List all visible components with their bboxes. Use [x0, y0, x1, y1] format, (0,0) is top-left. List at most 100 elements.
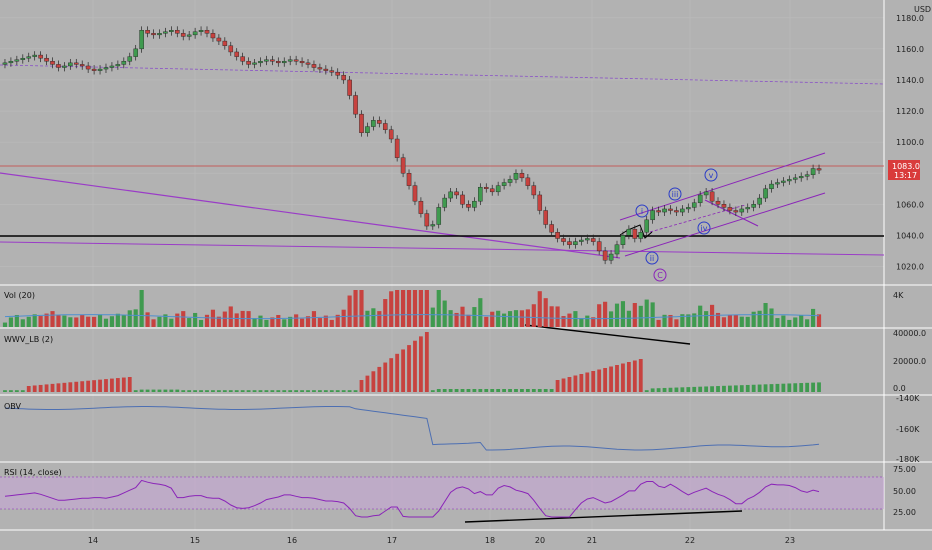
volume-bar: [68, 317, 73, 327]
wwv-bar: [692, 386, 697, 392]
volume-bar: [614, 303, 620, 327]
wwv-bar: [484, 389, 489, 392]
price-axis[interactable]: 1180.0 1160.0 1140.0 1120.0 1100.0 1060.0 1040…: [893, 14, 926, 517]
price-tick-label: 1020.0: [896, 262, 924, 271]
candle: [388, 125, 394, 143]
candle: [697, 191, 703, 207]
wwv-bar: [466, 389, 471, 392]
candle: [341, 71, 346, 84]
volume-bar: [727, 314, 732, 327]
wwv-bar: [811, 382, 815, 392]
candle: [727, 203, 733, 215]
volume-bar: [145, 312, 150, 327]
candle: [234, 48, 239, 61]
price-tick-label: 1180.0: [896, 14, 924, 23]
wwv-bar: [62, 382, 67, 392]
wave-label-C: C: [657, 271, 663, 280]
volume-bar: [656, 319, 661, 327]
candle: [79, 60, 85, 70]
candle: [109, 62, 115, 72]
candle: [62, 62, 67, 72]
volume-bar: [44, 313, 49, 327]
volume-bar: [228, 306, 233, 327]
volume-bar: [549, 306, 554, 327]
wwv-bar: [9, 390, 13, 392]
wwv-bar: [3, 390, 7, 392]
wwv-bar: [139, 389, 144, 392]
wave-label-v: v: [709, 171, 714, 180]
grid: [0, 0, 884, 530]
candle: [204, 26, 210, 38]
candle: [276, 57, 281, 67]
volume-bar: [234, 313, 239, 327]
wwv-bar: [86, 380, 91, 392]
wwv-bar: [145, 389, 150, 392]
wwv-bar: [502, 389, 507, 392]
volume-bar: [14, 314, 19, 327]
candle: [691, 198, 697, 212]
volume-bar: [537, 291, 542, 327]
rsi-band: [0, 477, 884, 509]
rsi-tick-label: 50.00: [893, 487, 916, 496]
wwv-bar: [769, 384, 774, 392]
wave-label-i: i: [641, 207, 643, 216]
candle: [721, 200, 727, 212]
wwv-bar: [20, 390, 25, 392]
time-tick-label: 21: [587, 536, 597, 545]
candle: [8, 57, 14, 67]
wwv-bar: [335, 390, 340, 392]
volume-bar: [787, 319, 792, 327]
volume-bar: [733, 314, 738, 327]
wwv-bar: [151, 389, 156, 392]
candle: [513, 169, 519, 184]
candle: [430, 220, 436, 230]
time-tick-label: 15: [190, 536, 200, 545]
wwv-bar: [597, 369, 602, 392]
volume-bar: [799, 314, 804, 327]
wwv-bar: [525, 389, 530, 392]
wwv-bar: [508, 389, 512, 392]
volume-bar: [430, 307, 435, 327]
volume-bar: [294, 314, 299, 327]
wwv-tick-label: 0.0: [893, 384, 906, 393]
volume-bar: [591, 317, 596, 327]
wwv-bar: [662, 387, 667, 392]
volume-bar: [252, 318, 257, 327]
candle: [590, 234, 596, 246]
wwv-bar: [757, 384, 762, 392]
candle: [382, 119, 388, 134]
volume-bar: [115, 313, 120, 327]
volume-bar: [323, 315, 328, 327]
volume-bar: [258, 315, 263, 327]
candle: [602, 247, 608, 265]
wave-path-small: [619, 224, 653, 239]
volume-bar: [709, 304, 715, 327]
candle: [293, 55, 299, 66]
wwv-bar: [110, 378, 114, 392]
candle: [454, 187, 459, 199]
volume-bar: [775, 318, 780, 327]
volume-bar: [715, 312, 721, 327]
wwv-bar: [448, 389, 453, 392]
volume-bar: [626, 310, 631, 327]
wwv-bar: [234, 390, 239, 392]
candle: [412, 181, 418, 206]
candle: [686, 203, 691, 213]
candle: [222, 37, 228, 50]
volume-bar: [204, 314, 210, 327]
candle: [810, 164, 816, 179]
wwv-bar: [407, 345, 411, 392]
time-axis[interactable]: 14 15 16 17 18 21 22 23 20: [88, 536, 795, 545]
candle: [329, 66, 335, 77]
volume-bar: [62, 315, 67, 327]
candle: [489, 184, 495, 196]
wwv-bar: [573, 375, 578, 392]
candle: [198, 26, 204, 36]
candle: [400, 153, 406, 178]
volume-bar: [585, 315, 590, 327]
volume-bar: [662, 314, 667, 327]
volume-bar: [193, 312, 198, 327]
candle: [305, 58, 311, 69]
volume-bar: [353, 290, 358, 327]
